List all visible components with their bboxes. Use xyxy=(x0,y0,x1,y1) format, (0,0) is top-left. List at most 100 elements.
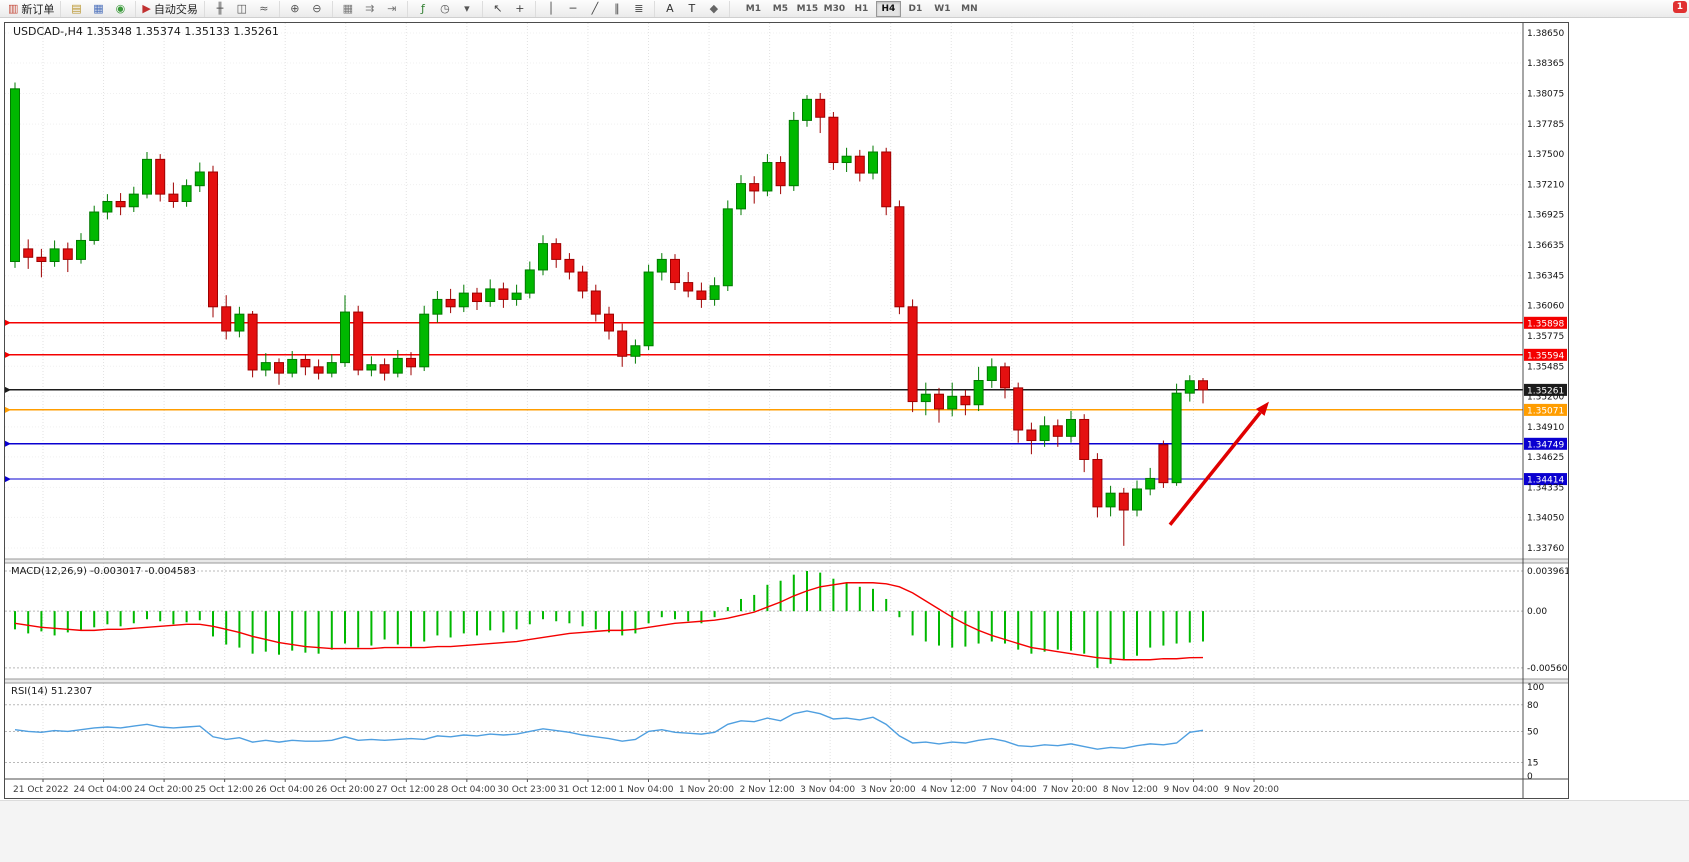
trend-arrow[interactable] xyxy=(1168,411,1262,526)
periods-button[interactable]: ◷ xyxy=(434,1,456,16)
indicators-button[interactable]: ƒ xyxy=(412,1,434,16)
timeframe-m1-button[interactable]: M1 xyxy=(745,3,761,14)
chart-canvas[interactable]: USDCAD-,H4 1.35348 1.35374 1.35133 1.352… xyxy=(5,23,1568,798)
time-axis-label: 9 Nov 04:00 xyxy=(1163,785,1218,795)
candle-body xyxy=(815,98,826,118)
market-watch-button[interactable]: ▤ xyxy=(65,1,87,16)
price-axis-label: 1.36060 xyxy=(1527,302,1564,312)
notification-badge[interactable]: 1 xyxy=(1672,1,1687,13)
auto-trading-button[interactable]: ▶ 自动交易 xyxy=(140,1,199,16)
price-axis-label: 1.36925 xyxy=(1527,211,1564,221)
pane-splitter[interactable] xyxy=(5,559,1568,563)
price-axis-label: 1.36635 xyxy=(1527,241,1564,251)
candle-body xyxy=(894,206,905,308)
time-axis-label: 3 Nov 04:00 xyxy=(800,785,855,795)
price-axis-label: 1.35485 xyxy=(1527,362,1564,372)
auto-scroll-button[interactable]: ⇉ xyxy=(359,1,381,16)
candle-body xyxy=(841,155,852,164)
price-axis-label: 1.38365 xyxy=(1527,59,1564,69)
time-axis[interactable] xyxy=(42,779,1255,782)
timeframe-h1-button[interactable]: H1 xyxy=(854,3,869,14)
pane-splitter[interactable] xyxy=(5,679,1568,683)
price-level-tag xyxy=(1524,403,1567,416)
candle-body xyxy=(62,248,73,260)
candle-body xyxy=(221,306,232,332)
new-order-button[interactable]: ▥ 新订单 xyxy=(6,1,56,16)
text-button[interactable]: A xyxy=(659,1,681,16)
toolbar-groups: ▥ 新订单 ▤ ▦ ◉ ▶ 自动交易 ╫ ◫ ≈ ⊕ ⊖ ▦ ⇉ ⇥ ƒ ◷ ▾ ↖ + │ ─ ╱ ∥ ≣ A T ◆ xyxy=(2,0,730,17)
auto-trading-button-label: 自动交易 xyxy=(153,2,198,16)
candle-body xyxy=(524,269,535,294)
crosshair-button[interactable]: + xyxy=(509,1,531,16)
timeframe-mn-button[interactable]: MN xyxy=(961,3,978,14)
candle-body xyxy=(142,158,152,195)
bar-chart-icon: ╫ xyxy=(216,2,224,15)
time-axis-label: 3 Nov 20:00 xyxy=(861,785,916,795)
bar-chart-button[interactable]: ╫ xyxy=(209,1,231,16)
candle-body xyxy=(128,193,139,208)
vertical-line-button[interactable]: │ xyxy=(540,1,562,16)
tile-windows-button[interactable]: ▦ xyxy=(337,1,359,16)
timeframe-m30-button[interactable]: M30 xyxy=(823,3,846,14)
text-label-button[interactable]: T xyxy=(681,1,703,16)
candlestick-chart-button[interactable]: ◫ xyxy=(231,1,253,16)
timeframe-m5-button[interactable]: M5 xyxy=(772,3,788,14)
navigator-button[interactable]: ◉ xyxy=(109,1,131,16)
candle-body xyxy=(1066,418,1076,437)
fibonacci-button[interactable]: ≣ xyxy=(628,1,650,16)
zoom-out-button[interactable]: ⊖ xyxy=(306,1,328,16)
candle-body xyxy=(194,171,205,187)
candle-body xyxy=(485,288,496,303)
horizontal-line-button[interactable]: ─ xyxy=(562,1,584,16)
candle-body xyxy=(736,183,746,210)
candle-body xyxy=(683,282,694,292)
trendline-button[interactable]: ╱ xyxy=(584,1,606,16)
candle-body xyxy=(1052,425,1063,437)
price-level-tag xyxy=(1524,348,1567,361)
timeframe-h4-button[interactable]: H4 xyxy=(875,0,901,17)
candle-body xyxy=(419,313,430,368)
price-level-marker xyxy=(5,476,11,483)
timeframe-m15-button[interactable]: M15 xyxy=(796,3,819,14)
chart-shift-icon: ⇥ xyxy=(387,2,397,15)
channel-button[interactable]: ∥ xyxy=(606,1,628,16)
price-level-tag-label: 1.34414 xyxy=(1527,476,1564,486)
time-axis-label: 21 Oct 2022 xyxy=(13,785,69,795)
zoom-in-button[interactable]: ⊕ xyxy=(284,1,306,16)
price-axis[interactable] xyxy=(1524,316,1567,486)
macd-label: MACD(12,26,9) -0.003017 -0.004583 xyxy=(11,566,196,577)
time-axis-label: 27 Oct 12:00 xyxy=(376,785,435,795)
cursor-button[interactable]: ↖ xyxy=(487,1,509,16)
candle-body xyxy=(89,211,100,241)
templates-button[interactable]: ▾ xyxy=(456,1,478,16)
candlestick-chart-icon: ◫ xyxy=(236,2,248,15)
toolbar-group: ▥ 新订单 xyxy=(2,0,62,17)
candle-body xyxy=(274,362,284,374)
price-axis-label: 1.34625 xyxy=(1527,453,1564,463)
data-window-button[interactable]: ▦ xyxy=(87,1,109,16)
line-chart-button[interactable]: ≈ xyxy=(253,1,275,16)
rsi-label: RSI(14) 51.2307 xyxy=(11,686,92,697)
candle-body xyxy=(868,151,878,174)
time-axis-label: 28 Oct 04:00 xyxy=(437,785,496,795)
toolbar-group: ▦ ⇉ ⇥ xyxy=(333,0,408,17)
candle-body xyxy=(934,393,944,410)
candle-body xyxy=(260,362,271,371)
shapes-button[interactable]: ◆ xyxy=(703,1,725,16)
timeframe-w1-button[interactable]: W1 xyxy=(934,3,951,14)
candle-body xyxy=(247,313,258,371)
candle-body xyxy=(881,151,892,208)
candle-body xyxy=(432,298,443,315)
shapes-icon: ◆ xyxy=(709,2,719,15)
timeframe-d1-button[interactable]: D1 xyxy=(908,3,923,14)
rsi-axis-label: 0 xyxy=(1527,772,1533,782)
zoom-out-icon: ⊖ xyxy=(312,2,322,15)
candle-body xyxy=(234,313,245,332)
trend-arrow-head[interactable] xyxy=(1255,401,1269,416)
price-level-marker xyxy=(5,319,11,326)
candle-body xyxy=(340,311,350,364)
candle-body xyxy=(1184,380,1195,394)
chart-shift-button[interactable]: ⇥ xyxy=(381,1,403,16)
price-level-tag xyxy=(1524,473,1567,486)
candle-body xyxy=(445,298,456,308)
